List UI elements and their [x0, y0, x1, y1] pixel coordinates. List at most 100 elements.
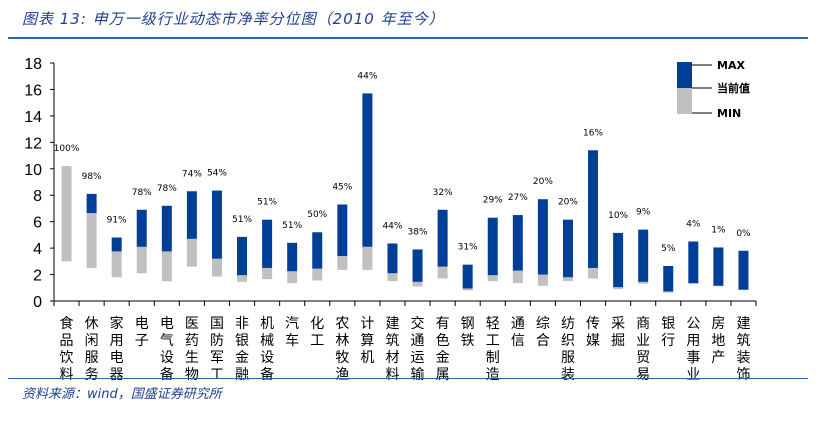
chart-title: 图表 13: 申万一级行业动态市净率分位图（2010 年至今） — [22, 10, 445, 28]
bar-min-to-current — [186, 238, 197, 267]
percentile-label: 32% — [433, 188, 453, 198]
x-category-label: 轻工制造 — [486, 316, 500, 383]
legend-min-label: MIN — [717, 107, 741, 120]
x-category-label: 交通运输 — [411, 315, 425, 383]
x-category-label: 非银金融 — [235, 316, 249, 383]
percentile-label: 100% — [54, 144, 80, 154]
bar-current-to-max — [111, 237, 122, 252]
legend-max-label: MAX — [717, 59, 745, 72]
x-category-label: 钢铁 — [461, 316, 475, 349]
bar-current-to-max — [211, 190, 222, 259]
bar-current-to-max — [136, 209, 147, 247]
bar-current-to-max — [613, 232, 624, 288]
bar-min-to-current — [588, 267, 599, 279]
y-tick-label: 12 — [24, 135, 42, 152]
percentile-label: 20% — [533, 177, 553, 187]
y-tick-label: 16 — [24, 82, 42, 99]
bar-min-to-current — [262, 267, 273, 280]
source-divider — [8, 378, 808, 379]
percentile-label: 54% — [207, 169, 227, 179]
x-category-label: 有色金属 — [436, 316, 450, 383]
percentile-label: 16% — [583, 128, 603, 138]
x-category-label: 房地产 — [711, 316, 725, 366]
y-tick-label: 4 — [33, 241, 42, 258]
bar-current-to-max — [186, 191, 197, 239]
percentile-label: 1% — [711, 225, 726, 235]
percentile-label: 91% — [107, 216, 127, 226]
bar-min-to-current — [237, 275, 248, 282]
bar-current-to-max — [262, 219, 273, 268]
x-category-label: 化工 — [310, 316, 324, 349]
bar-min-to-current — [613, 287, 624, 290]
x-category-label: 采掘 — [611, 316, 625, 349]
bar-min-to-current — [161, 251, 172, 282]
x-category-label: 农林牧渔 — [335, 316, 349, 383]
percentile-label: 51% — [257, 198, 277, 208]
percentile-label: 51% — [282, 221, 302, 231]
bar-min-to-current — [86, 213, 97, 268]
y-tick-label: 18 — [24, 56, 42, 73]
x-category-label: 电气设备 — [160, 316, 174, 383]
bar-min-to-current — [437, 266, 448, 279]
bar-current-to-max — [362, 93, 373, 247]
percentile-label: 0% — [736, 229, 751, 239]
bar-current-to-max — [387, 243, 398, 274]
legend-max-swatch — [677, 62, 692, 88]
bar-min-to-current — [512, 270, 523, 284]
bar-min-to-current — [462, 288, 473, 291]
bar-min-to-current — [412, 281, 423, 287]
bar-current-to-max — [437, 209, 448, 267]
x-category-label: 医药生物 — [185, 316, 199, 383]
bar-min-to-current — [362, 246, 373, 270]
bar-min-to-current — [487, 275, 498, 282]
title-divider — [8, 37, 808, 39]
percentile-label: 44% — [382, 221, 402, 231]
bar-current-to-max — [237, 236, 248, 276]
percentile-label: 98% — [82, 172, 102, 182]
x-category-label: 家用电器 — [110, 315, 124, 383]
x-category-label: 商业贸易 — [636, 316, 650, 383]
x-category-label: 食品饮料 — [60, 315, 74, 383]
bar-min-to-current — [387, 273, 398, 282]
percentile-label: 29% — [483, 196, 503, 206]
x-category-label: 汽车 — [285, 316, 299, 349]
percentile-label: 50% — [307, 210, 327, 220]
bar-current-to-max — [738, 250, 749, 290]
bar-current-to-max — [86, 193, 97, 214]
y-tick-label: 0 — [33, 294, 42, 311]
bar-min-to-current — [638, 281, 649, 284]
bar-current-to-max — [487, 217, 498, 276]
percentile-label: 10% — [608, 211, 628, 221]
percentile-label: 27% — [508, 193, 528, 203]
percentile-label: 45% — [332, 182, 352, 192]
bar-min-to-current — [537, 274, 548, 286]
percentile-label: 38% — [408, 227, 428, 237]
percentile-label: 20% — [558, 198, 578, 208]
legend-min-swatch — [677, 88, 692, 114]
bar-current-to-max — [588, 150, 599, 268]
percentile-label: 9% — [636, 208, 651, 218]
y-tick-label: 2 — [33, 268, 42, 285]
x-category-label: 公用事业 — [686, 316, 700, 383]
bar-current-to-max — [287, 242, 298, 272]
y-tick-label: 10 — [24, 162, 42, 179]
x-category-label: 计算机 — [360, 316, 374, 366]
bar-current-to-max — [412, 249, 423, 282]
percentile-label: 78% — [132, 188, 152, 198]
percentile-label: 4% — [686, 220, 701, 230]
y-tick-label: 6 — [33, 215, 42, 232]
chart-source: 资料来源：wind，国盛证券研究所 — [22, 387, 222, 402]
x-category-label: 通信 — [511, 316, 525, 349]
y-tick-label: 8 — [33, 188, 42, 205]
bar-min-to-current — [211, 258, 222, 277]
x-category-label: 传媒 — [586, 316, 600, 349]
x-category-label: 电子 — [135, 316, 149, 349]
percentile-label: 44% — [357, 71, 377, 81]
bar-min-to-current — [111, 251, 122, 278]
bar-current-to-max — [312, 232, 323, 269]
bar-min-to-current — [663, 291, 674, 293]
bar-current-to-max — [663, 265, 674, 292]
bar-current-to-max — [337, 204, 348, 257]
bar-min-to-current — [688, 283, 699, 284]
